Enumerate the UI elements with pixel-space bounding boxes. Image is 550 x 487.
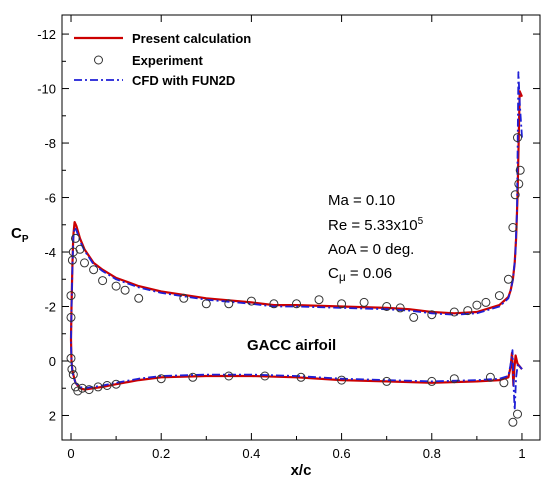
experiment-point bbox=[120, 285, 130, 295]
experiment-point bbox=[73, 386, 83, 396]
annotation-cmu: Cμ = 0.06 bbox=[328, 265, 392, 284]
x-tick-label: 0.6 bbox=[333, 446, 351, 461]
experiment-point bbox=[513, 133, 522, 143]
experiment-point bbox=[463, 306, 473, 316]
annotation-reynolds-exponent: 5 bbox=[418, 216, 424, 227]
experiment-point bbox=[89, 265, 99, 275]
experiment-point bbox=[337, 299, 347, 309]
experiment-point bbox=[84, 385, 94, 395]
experiment-point bbox=[66, 291, 76, 301]
experiment-point bbox=[510, 190, 520, 200]
y-tick-label: 2 bbox=[49, 408, 56, 423]
experiment-point bbox=[188, 372, 198, 382]
experiment-point bbox=[296, 372, 306, 382]
experiment-point bbox=[292, 299, 301, 309]
experiment-point bbox=[337, 375, 347, 385]
experiment-point bbox=[111, 281, 121, 291]
experiment-point bbox=[427, 376, 437, 386]
y-tick-label: -8 bbox=[44, 136, 56, 151]
experiment-point bbox=[382, 302, 392, 311]
experiment-point bbox=[494, 291, 504, 301]
experiment-point bbox=[111, 379, 121, 389]
experiment-point bbox=[98, 276, 108, 286]
y-tick-label: 0 bbox=[49, 354, 56, 369]
experiment-point bbox=[77, 383, 87, 393]
annotation-mach: Ma = 0.10 bbox=[328, 192, 395, 209]
y-axis-title: CP bbox=[11, 225, 29, 245]
experiment-point bbox=[382, 376, 392, 386]
legend-label: CFD with FUN2D bbox=[132, 73, 235, 88]
annotation-cmu-value: = 0.06 bbox=[346, 265, 392, 282]
x-tick-label: 0.8 bbox=[423, 446, 441, 461]
experiment-point bbox=[427, 310, 437, 320]
y-tick-label: -2 bbox=[44, 300, 56, 315]
y-tick-label: -10 bbox=[37, 82, 56, 97]
x-tick-label: 1 bbox=[518, 446, 525, 461]
experiment-point bbox=[224, 371, 234, 381]
experiment-point bbox=[67, 364, 77, 374]
experiment-point bbox=[409, 312, 419, 322]
experiment-point bbox=[68, 370, 78, 380]
y-tick-label: -6 bbox=[44, 191, 56, 206]
annotation-cmu-c: C bbox=[328, 265, 339, 282]
experiment-point bbox=[499, 378, 509, 388]
experiment-point bbox=[503, 274, 513, 284]
experiment-point bbox=[134, 293, 144, 303]
experiment-point bbox=[66, 312, 76, 322]
x-axis-title: x/c bbox=[291, 462, 312, 479]
experiment-point bbox=[395, 303, 405, 313]
experiment-point bbox=[75, 244, 85, 254]
experiment-point bbox=[246, 296, 256, 306]
annotation-aoa: AoA = 0 deg. bbox=[328, 241, 414, 258]
experiment-point bbox=[269, 299, 279, 309]
annotation-cmu-mu: μ bbox=[339, 270, 346, 284]
y-axis-title-subscript: P bbox=[22, 234, 29, 245]
annotation-reynolds-base: Re = 5.33x10 bbox=[328, 217, 418, 234]
y-axis-title-main: C bbox=[11, 225, 22, 242]
y-tick-label: -4 bbox=[44, 245, 56, 260]
experiment-point bbox=[508, 223, 518, 232]
experiment-point bbox=[515, 165, 525, 175]
annotation-airfoil: GACC airfoil bbox=[247, 337, 336, 354]
x-tick-label: 0.2 bbox=[152, 446, 170, 461]
experiment-point bbox=[80, 258, 89, 268]
plot-frame bbox=[61, 14, 541, 441]
experiment-point bbox=[485, 372, 495, 382]
ticks-layer: 0 0.2 0.4 0.6 0.8 1 -12 -10 -8 -6 -4 -2 0 2 bbox=[37, 15, 540, 461]
experiment-point bbox=[472, 300, 482, 310]
experiment-point bbox=[481, 297, 491, 307]
y-tick-label: -12 bbox=[37, 27, 56, 42]
x-tick-label: 0.4 bbox=[242, 446, 260, 461]
experiment-point bbox=[260, 371, 270, 381]
experiment-point bbox=[66, 353, 76, 363]
legend-label: Present calculation bbox=[132, 31, 251, 46]
annotation-reynolds: Re = 5.33x105 bbox=[328, 216, 424, 234]
series-layer bbox=[66, 71, 525, 427]
x-tick-label: 0 bbox=[67, 446, 74, 461]
legend: Present calculation Experiment CFD with FU… bbox=[74, 31, 251, 88]
experiment-point bbox=[201, 299, 211, 309]
experiment-point bbox=[93, 382, 103, 392]
experiment-point bbox=[508, 417, 518, 427]
experiment-point bbox=[514, 179, 524, 189]
experiment-point bbox=[156, 374, 166, 384]
legend-marker-experiment bbox=[94, 55, 103, 65]
experiment-point bbox=[314, 295, 324, 305]
experiment-point bbox=[102, 381, 112, 390]
experiment-point bbox=[71, 233, 80, 243]
experiment-point bbox=[449, 374, 459, 384]
legend-label: Experiment bbox=[132, 53, 203, 68]
experiment-point bbox=[224, 299, 234, 309]
experiment-point bbox=[359, 297, 369, 307]
experiment-point bbox=[449, 307, 459, 317]
series-line-cfd-fun2d bbox=[70, 71, 523, 411]
experiment-point bbox=[179, 293, 189, 303]
experiment-point bbox=[513, 409, 522, 419]
